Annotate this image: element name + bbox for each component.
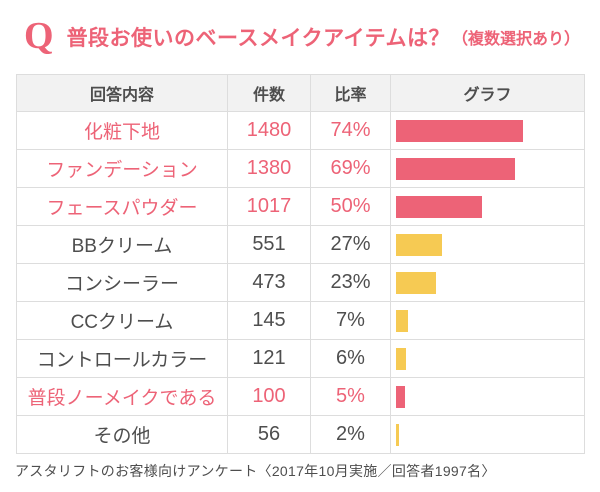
question-title: Q 普段お使いのベースメイクアイテムは？ （複数選択あり）	[0, 0, 600, 74]
bar-cell	[390, 263, 585, 302]
count-value: 121	[227, 339, 311, 378]
bar-cell	[390, 149, 585, 188]
bar-cell	[390, 225, 585, 264]
header-ratio: 比率	[310, 74, 391, 112]
pct-value: 74%	[310, 111, 391, 150]
answer-label: CCクリーム	[16, 301, 228, 340]
bar	[396, 309, 408, 332]
bar	[396, 385, 405, 408]
table-row: コンシーラー 473 23%	[16, 263, 585, 302]
pct-value: 5%	[310, 377, 391, 416]
pct-value: 69%	[310, 149, 391, 188]
q-icon: Q	[24, 15, 54, 57]
header-graph: グラフ	[390, 74, 585, 112]
bar	[396, 195, 482, 218]
bar	[396, 157, 515, 180]
pct-value: 23%	[310, 263, 391, 302]
pct-value: 7%	[310, 301, 391, 340]
table-row: その他 56 2%	[16, 415, 585, 454]
count-value: 100	[227, 377, 311, 416]
table-row: BBクリーム 551 27%	[16, 225, 585, 264]
count-value: 473	[227, 263, 311, 302]
answer-label: ファンデーション	[16, 149, 228, 188]
answer-label: BBクリーム	[16, 225, 228, 264]
question-title-note: （複数選択あり）	[452, 31, 581, 48]
count-value: 1017	[227, 187, 311, 226]
bar-cell	[390, 377, 585, 416]
answer-label: フェースパウダー	[16, 187, 228, 226]
bar-cell	[390, 415, 585, 454]
bar	[396, 347, 406, 370]
answer-label: コントロールカラー	[16, 339, 228, 378]
table-row: コントロールカラー 121 6%	[16, 339, 585, 378]
header-count: 件数	[227, 74, 311, 112]
bar-cell	[390, 339, 585, 378]
header-answer: 回答内容	[16, 74, 228, 112]
bar	[396, 423, 399, 446]
survey-table: 回答内容 件数 比率 グラフ 化粧下地 1480 74% ファンデーション 13…	[16, 74, 585, 454]
question-title-text: 普段お使いのベースメイクアイテムは？	[66, 27, 450, 50]
table-row: ファンデーション 1380 69%	[16, 149, 585, 188]
count-value: 551	[227, 225, 311, 264]
count-value: 56	[227, 415, 311, 454]
count-value: 1480	[227, 111, 311, 150]
bar	[396, 233, 442, 256]
bar	[396, 271, 436, 294]
answer-label: 普段ノーメイクである	[16, 377, 228, 416]
pct-value: 6%	[310, 339, 391, 378]
survey-source-note: アスタリフトのお客様向けアンケート〈2017年10月実施／回答者1997名〉	[15, 463, 496, 479]
pct-value: 2%	[310, 415, 391, 454]
table-row: 化粧下地 1480 74%	[16, 111, 585, 150]
pct-value: 50%	[310, 187, 391, 226]
table-row: CCクリーム 145 7%	[16, 301, 585, 340]
bar-cell	[390, 187, 585, 226]
answer-label: その他	[16, 415, 228, 454]
count-value: 145	[227, 301, 311, 340]
answer-label: コンシーラー	[16, 263, 228, 302]
pct-value: 27%	[310, 225, 391, 264]
table-row: 普段ノーメイクである 100 5%	[16, 377, 585, 416]
bar-cell	[390, 111, 585, 150]
table-row: フェースパウダー 1017 50%	[16, 187, 585, 226]
bar-cell	[390, 301, 585, 340]
answer-label: 化粧下地	[16, 111, 228, 150]
count-value: 1380	[227, 149, 311, 188]
bar	[396, 119, 523, 142]
table-header-row: 回答内容 件数 比率 グラフ	[16, 74, 585, 112]
